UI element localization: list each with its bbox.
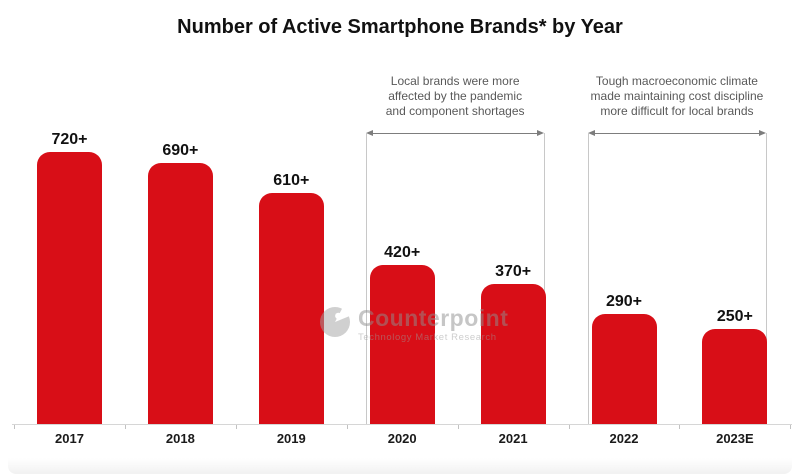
- bar-value-label: 290+: [605, 293, 643, 310]
- bar-2018: [147, 163, 213, 424]
- bottom-shadow: [8, 458, 792, 474]
- x-axis-label: 2020: [387, 431, 417, 446]
- bar-2022: [591, 314, 657, 424]
- annotation-text-2: Tough macroeconomic climate made maintain…: [562, 74, 792, 119]
- x-axis-tick: [14, 425, 15, 429]
- bar-value-label: 370+: [495, 263, 532, 280]
- bar-2021: [480, 284, 546, 424]
- bar-value-label: 610+: [273, 172, 310, 189]
- annotation-span-arrow: [594, 133, 760, 134]
- x-axis-label: 2021: [498, 431, 528, 446]
- arrow-right-icon: [537, 130, 545, 136]
- annotation-span-arrow: [372, 133, 539, 134]
- x-axis-label: 2017: [55, 431, 84, 446]
- x-axis-tick: [569, 425, 570, 429]
- x-axis-tick: [458, 425, 459, 429]
- bar-value-label: 250+: [716, 308, 753, 325]
- x-axis-tick: [679, 425, 680, 429]
- annotation-text-line: made maintaining cost discipline: [590, 89, 764, 103]
- arrow-left-icon: [366, 130, 374, 136]
- x-axis-label: 2019: [276, 431, 306, 446]
- x-axis-line: [12, 424, 792, 425]
- annotation-text-1: Local brands were more affected by the pa…: [340, 74, 570, 119]
- x-axis-label: 2022: [609, 431, 639, 446]
- x-axis-tick: [790, 425, 791, 429]
- bar-2017: [37, 152, 102, 424]
- arrow-left-icon: [588, 130, 595, 136]
- bar-value-label: 720+: [51, 131, 88, 148]
- bar-value-label: 690+: [162, 142, 199, 159]
- annotation-bracket-line: [588, 133, 589, 424]
- annotation-text-line: more difficult for local brands: [600, 104, 754, 118]
- annotation-text-line: Tough macroeconomic climate: [595, 74, 758, 88]
- annotation-text-line: Local brands were more: [390, 74, 520, 88]
- bar-2020: [369, 265, 435, 424]
- annotation-text-line: affected by the pandemic: [388, 89, 523, 103]
- annotation-bracket-line: [366, 133, 368, 424]
- x-axis-tick: [236, 425, 237, 429]
- x-axis-tick: [125, 425, 126, 429]
- x-axis-tick: [347, 425, 348, 429]
- bar-2023E: [702, 329, 768, 424]
- x-axis-label: 2023E: [716, 431, 754, 446]
- x-axis-label: 2018: [165, 431, 195, 446]
- chart-title: Number of Active Smartphone Brands* by Y…: [177, 16, 623, 38]
- annotation-bracket-line: [544, 133, 546, 424]
- annotation-text-line: and component shortages: [385, 104, 525, 118]
- arrow-right-icon: [758, 130, 766, 136]
- bar-value-label: 420+: [384, 244, 421, 261]
- bar-2019: [258, 193, 324, 424]
- annotation-bracket-line: [765, 133, 767, 424]
